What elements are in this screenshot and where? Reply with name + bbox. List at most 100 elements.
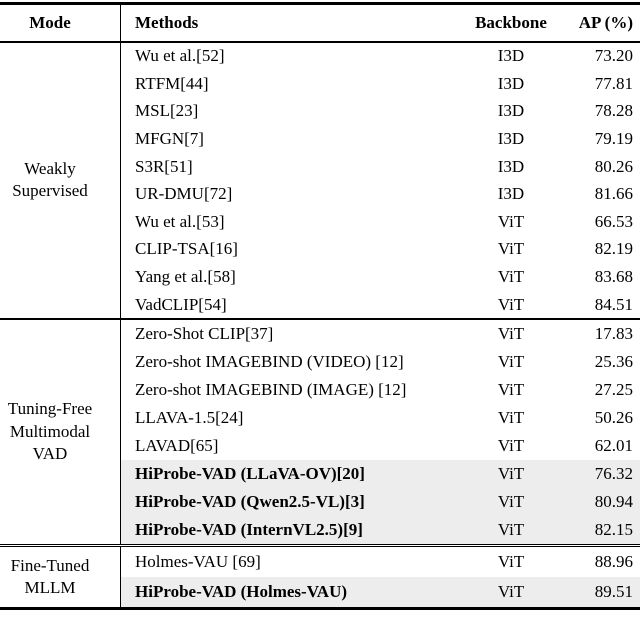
table-row: CLIP-TSA[16] ViT 82.19 <box>121 236 640 264</box>
backbone-cell: ViT <box>497 239 525 259</box>
method-cell: LLAVA-1.5[24] <box>135 407 244 427</box>
ap-cell: 80.26 <box>594 156 633 176</box>
top-rule <box>0 2 640 5</box>
table-row: UR-DMU[72] I3D 81.66 <box>121 180 640 208</box>
ap-cell: 82.15 <box>594 519 633 539</box>
backbone-cell: I3D <box>497 156 525 176</box>
table-row: VadCLIP[54] ViT 84.51 <box>121 291 640 319</box>
method-cell: LAVAD[65] <box>135 435 219 455</box>
table-row: Zero-shot IMAGEBIND (VIDEO) [12] ViT 25.… <box>121 348 640 376</box>
mode-label-line: Supervised <box>12 181 88 201</box>
header-backbone: Backbone <box>475 12 547 32</box>
table-row: HiProbe-VAD (InternVL2.5)[9] ViT 82.15 <box>121 515 640 544</box>
method-cell: HiProbe-VAD (LLaVA-OV)[20] <box>135 463 365 483</box>
table-row: Yang et al.[58] ViT 83.68 <box>121 263 640 291</box>
backbone-cell: ViT <box>497 435 525 455</box>
backbone-cell: ViT <box>497 211 525 231</box>
method-cell: Zero-shot IMAGEBIND (IMAGE) [12] <box>135 379 407 399</box>
backbone-cell: ViT <box>497 552 525 572</box>
backbone-cell: ViT <box>497 294 525 314</box>
table-section: Tuning-Free Multimodal VAD Zero-Shot CLIP[… <box>0 319 640 544</box>
backbone-cell: ViT <box>497 407 525 427</box>
table-row: Holmes-VAU [69] ViT 88.96 <box>121 547 640 577</box>
backbone-cell: I3D <box>497 184 525 204</box>
backbone-cell: ViT <box>497 582 525 602</box>
table-section: Weakly Supervised Wu et al.[52] I3D 73.20… <box>0 42 640 319</box>
mode-label-line: Weakly <box>24 159 76 179</box>
ap-cell: 80.94 <box>594 491 633 511</box>
table-row: Wu et al.[52] I3D 73.20 <box>121 43 640 71</box>
header-rule <box>0 40 640 43</box>
method-cell: S3R[51] <box>135 156 193 176</box>
section-separator-rule <box>0 318 640 320</box>
method-cell: HiProbe-VAD (Holmes-VAU) <box>135 582 348 602</box>
backbone-cell: ViT <box>497 463 525 483</box>
ap-cell: 73.20 <box>594 46 633 66</box>
table-row: HiProbe-VAD (Qwen2.5-VL)[3] ViT 80.94 <box>121 487 640 516</box>
table-row: HiProbe-VAD (Holmes-VAU) ViT 89.51 <box>121 577 640 608</box>
backbone-cell: I3D <box>497 129 525 149</box>
ap-cell: 50.26 <box>594 407 633 427</box>
mode-label-line: Multimodal <box>9 421 91 441</box>
ap-cell: 82.19 <box>594 239 633 259</box>
section-rows: Zero-Shot CLIP[37] ViT 17.83 Zero-shot I… <box>121 320 640 544</box>
method-cell: Holmes-VAU [69] <box>135 552 261 572</box>
ap-cell: 66.53 <box>594 211 633 231</box>
header-ap: AP (%) <box>578 12 633 32</box>
section-rows: Wu et al.[52] I3D 73.20 RTFM[44] I3D 77.… <box>121 43 640 319</box>
ap-cell: 83.68 <box>594 267 633 287</box>
table-body: Weakly Supervised Wu et al.[52] I3D 73.20… <box>0 42 640 608</box>
header-mode: Mode <box>0 4 121 41</box>
ap-cell: 78.28 <box>594 101 633 121</box>
method-cell: HiProbe-VAD (InternVL2.5)[9] <box>135 519 363 539</box>
backbone-cell: ViT <box>497 323 525 343</box>
section-rows: Holmes-VAU [69] ViT 88.96 HiProbe-VAD (H… <box>121 547 640 608</box>
mode-label-line: MLLM <box>24 578 76 598</box>
method-cell: Wu et al.[52] <box>135 46 225 66</box>
mode-label-line: Tuning-Free <box>7 399 93 419</box>
ap-cell: 77.81 <box>594 73 633 93</box>
table-row: HiProbe-VAD (LLaVA-OV)[20] ViT 76.32 <box>121 459 640 488</box>
ap-cell: 62.01 <box>594 435 633 455</box>
ap-cell: 88.96 <box>594 552 633 572</box>
bottom-rule <box>0 607 640 610</box>
table-row: MFGN[7] I3D 79.19 <box>121 125 640 153</box>
table-row: S3R[51] I3D 80.26 <box>121 153 640 181</box>
backbone-cell: ViT <box>497 267 525 287</box>
mode-cell: Fine-Tuned MLLM <box>0 547 121 608</box>
ap-cell: 79.19 <box>594 129 633 149</box>
backbone-cell: I3D <box>497 73 525 93</box>
section-separator-rule <box>0 543 640 548</box>
table-row: Zero-shot IMAGEBIND (IMAGE) [12] ViT 27.… <box>121 376 640 404</box>
method-cell: MSL[23] <box>135 101 199 121</box>
ap-cell: 81.66 <box>594 184 633 204</box>
ap-cell: 89.51 <box>594 582 633 602</box>
backbone-cell: I3D <box>497 101 525 121</box>
method-cell: UR-DMU[72] <box>135 184 233 204</box>
backbone-cell: ViT <box>497 351 525 371</box>
table-section: Fine-Tuned MLLM Holmes-VAU [69] ViT 88.96… <box>0 547 640 608</box>
mode-label-line: Fine-Tuned <box>10 556 90 575</box>
ap-cell: 84.51 <box>594 294 633 314</box>
mode-cell: Tuning-Free Multimodal VAD <box>0 319 121 544</box>
ap-cell: 17.83 <box>594 323 633 343</box>
mode-label-line: VAD <box>32 444 68 464</box>
method-cell: HiProbe-VAD (Qwen2.5-VL)[3] <box>135 491 365 511</box>
backbone-cell: ViT <box>497 379 525 399</box>
table-row: MSL[23] I3D 78.28 <box>121 98 640 126</box>
backbone-cell: ViT <box>497 519 525 539</box>
table-row: LAVAD[65] ViT 62.01 <box>121 432 640 460</box>
ap-cell: 27.25 <box>594 379 633 399</box>
method-cell: Yang et al.[58] <box>135 267 236 287</box>
ap-cell: 25.36 <box>594 351 633 371</box>
backbone-cell: I3D <box>497 46 525 66</box>
method-cell: VadCLIP[54] <box>135 294 227 314</box>
method-cell: CLIP-TSA[16] <box>135 239 238 259</box>
method-cell: Zero-Shot CLIP[37] <box>135 323 274 343</box>
table-row: Wu et al.[53] ViT 66.53 <box>121 208 640 236</box>
table-row: Zero-Shot CLIP[37] ViT 17.83 <box>121 320 640 348</box>
table-row: LLAVA-1.5[24] ViT 50.26 <box>121 404 640 432</box>
backbone-cell: ViT <box>497 491 525 511</box>
method-cell: Wu et al.[53] <box>135 211 225 231</box>
